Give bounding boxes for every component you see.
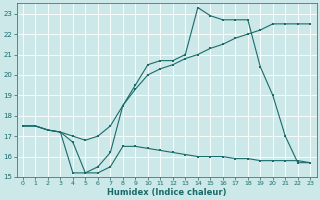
- X-axis label: Humidex (Indice chaleur): Humidex (Indice chaleur): [107, 188, 226, 197]
